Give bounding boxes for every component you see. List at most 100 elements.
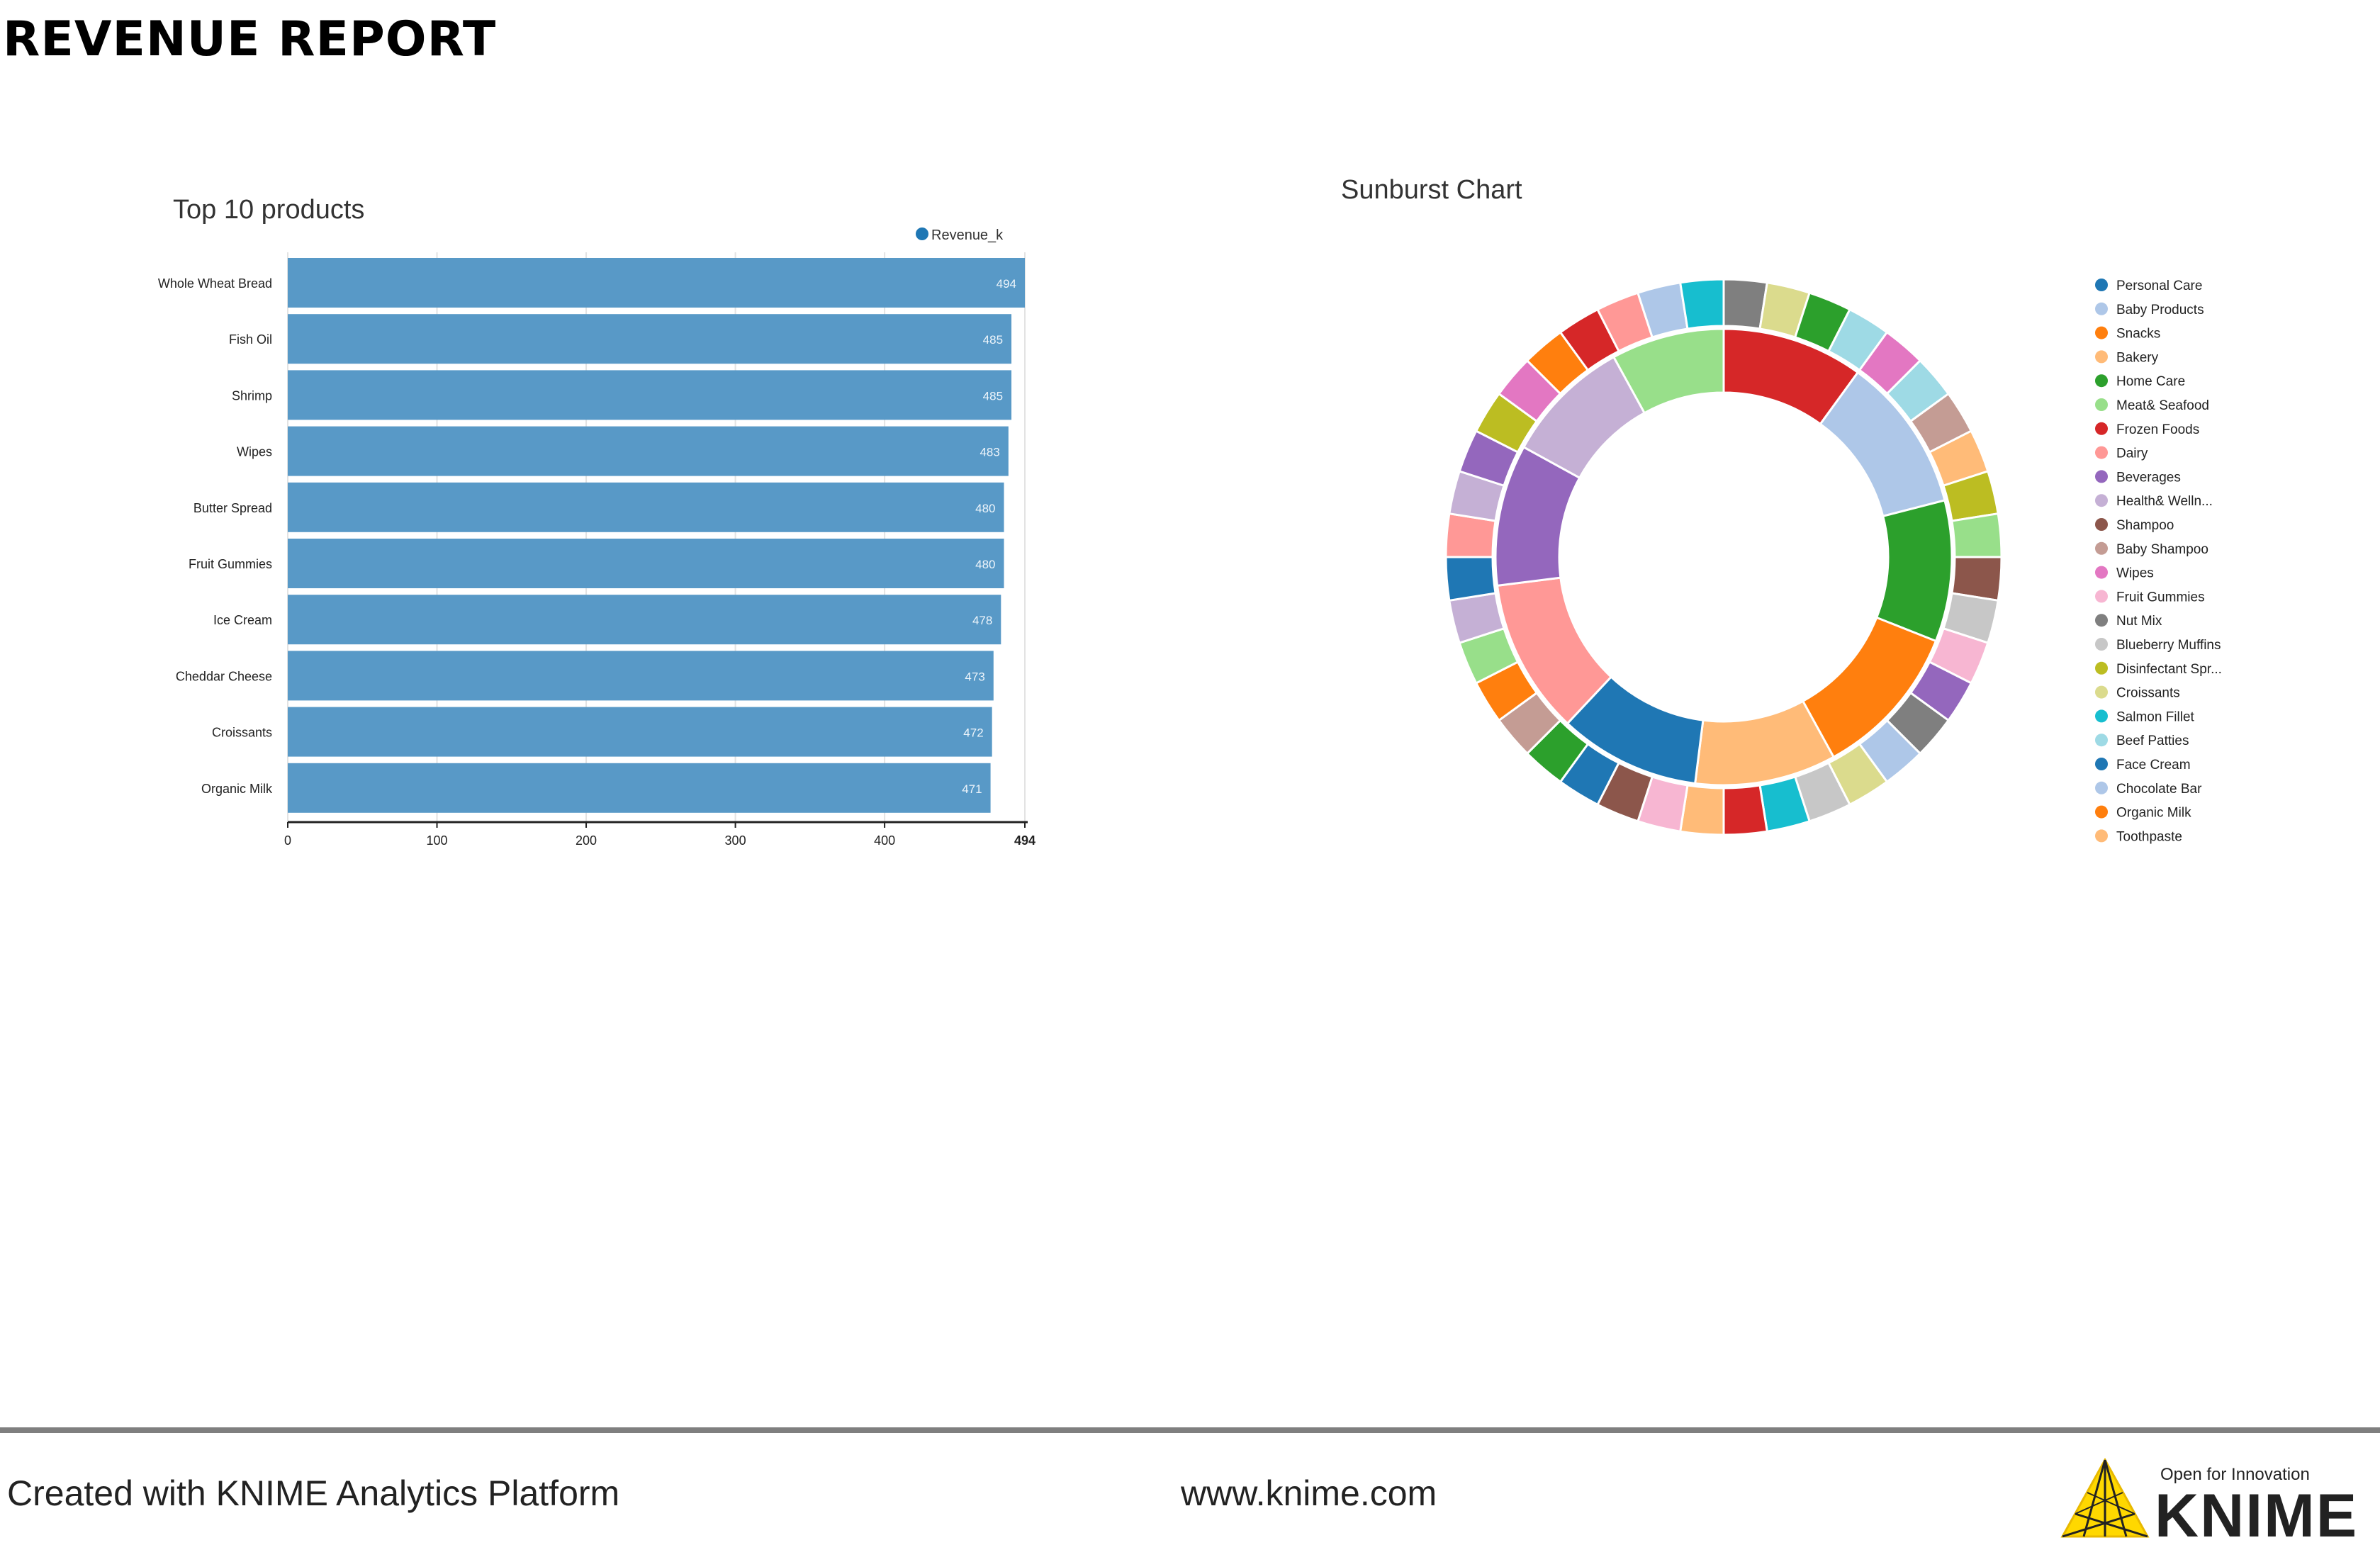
bar[interactable] xyxy=(288,707,992,757)
sunburst-legend-item[interactable]: Wipes xyxy=(2095,566,2154,581)
sunburst-legend-item[interactable]: Croissants xyxy=(2095,685,2180,701)
sunburst-inner-segment[interactable] xyxy=(1612,327,1725,415)
sunburst-legend-item[interactable]: Chocolate Bar xyxy=(2095,781,2202,797)
legend-label: Nut Mix xyxy=(2116,614,2162,629)
bar[interactable] xyxy=(288,426,1009,476)
legend-marker xyxy=(2095,541,2108,555)
sunburst-inner-segment[interactable] xyxy=(1875,499,1953,643)
legend-label: Snacks xyxy=(2116,327,2160,342)
sunburst-legend-item[interactable]: Personal Care xyxy=(2095,279,2202,293)
sunburst-legend-item[interactable]: Fruit Gummies xyxy=(2095,590,2205,605)
sunburst-legend-item[interactable]: Shampoo xyxy=(2095,518,2174,533)
legend-label: Fruit Gummies xyxy=(2116,590,2205,605)
sunburst-legend-item[interactable]: Frozen Foods xyxy=(2095,422,2199,437)
sunburst-inner-ring xyxy=(1494,327,1953,787)
legend-marker xyxy=(2095,781,2108,794)
bar-category-label: Cheddar Cheese xyxy=(176,669,272,683)
bar[interactable] xyxy=(288,651,994,701)
bar-category-label: Butter Spread xyxy=(193,501,272,515)
legend-label: Health& Welln... xyxy=(2116,494,2213,509)
bar-x-axis: 0 100 200 300 400 494 xyxy=(284,821,1035,848)
bar-value-labels: 494 485 485 483 480 480 478 473 472 471 xyxy=(962,277,1016,796)
sunburst-legend-item[interactable]: Face Cream xyxy=(2095,758,2191,772)
bar-value-label: 485 xyxy=(983,333,1003,347)
bar-value-label: 478 xyxy=(972,614,992,627)
x-tick-label: 494 xyxy=(1014,833,1035,848)
legend-marker xyxy=(2095,614,2108,627)
sunburst-legend-item[interactable]: Snacks xyxy=(2095,326,2160,342)
sunburst-legend-item[interactable]: Health& Welln... xyxy=(2095,494,2213,509)
sunburst-legend-item[interactable]: Baby Products xyxy=(2095,302,2204,318)
legend-label: Disinfectant Spr... xyxy=(2116,662,2222,677)
x-tick-label: 200 xyxy=(576,833,597,848)
bar-value-label: 473 xyxy=(965,670,984,683)
legend-label: Bakery xyxy=(2116,350,2159,365)
sunburst-chart: Sunburst Chart Personal Care Baby Product… xyxy=(1341,175,2222,844)
legend-label: Dairy xyxy=(2116,446,2148,461)
sunburst-legend-item[interactable]: Beef Patties xyxy=(2095,734,2189,748)
bar[interactable] xyxy=(288,370,1012,420)
bar[interactable] xyxy=(288,258,1025,308)
legend-label: Toothpaste xyxy=(2116,829,2182,844)
legend-marker xyxy=(2095,709,2108,723)
legend-label: Organic Milk xyxy=(2116,806,2191,821)
sunburst-outer-segment[interactable] xyxy=(1678,278,1725,330)
sunburst-legend-item[interactable]: Toothpaste xyxy=(2095,829,2182,844)
bar-category-label: Ice Cream xyxy=(213,613,272,627)
sunburst-legend-item[interactable]: Home Care xyxy=(2095,374,2185,389)
legend-marker xyxy=(2095,470,2108,483)
bar[interactable] xyxy=(288,763,991,813)
knime-logo-wordmark: KNIME xyxy=(2155,1482,2358,1545)
sunburst-outer-segment[interactable] xyxy=(1722,784,1769,836)
sunburst-legend-item[interactable]: Bakery xyxy=(2095,350,2159,365)
sunburst-legend-item[interactable]: Nut Mix xyxy=(2095,614,2162,629)
sunburst-outer-segment[interactable] xyxy=(1444,556,1497,602)
legend-marker xyxy=(2095,494,2108,507)
sunburst-legend-item[interactable]: Baby Shampoo xyxy=(2095,541,2208,557)
legend-marker xyxy=(2095,566,2108,579)
bar-value-label: 472 xyxy=(963,726,983,740)
legend-label: Face Cream xyxy=(2116,758,2191,772)
legend-label: Baby Shampoo xyxy=(2116,542,2208,557)
bar-legend-marker xyxy=(916,227,928,240)
sunburst-outer-ring xyxy=(1444,278,2003,836)
bar[interactable] xyxy=(288,595,1001,645)
bar-legend[interactable]: Revenue_k xyxy=(916,227,1004,243)
bar[interactable] xyxy=(288,314,1012,364)
sunburst-legend-item[interactable]: Dairy xyxy=(2095,446,2148,461)
sunburst-legend-item[interactable]: Meat& Seafood xyxy=(2095,398,2209,413)
sunburst-outer-segment[interactable] xyxy=(1950,512,2003,558)
legend-marker xyxy=(2095,422,2108,435)
legend-marker xyxy=(2095,685,2108,699)
report-title: REVENUE REPORT xyxy=(3,11,497,67)
legend-label: Shampoo xyxy=(2116,518,2174,533)
footer-created-with: Created with KNIME Analytics Platform xyxy=(7,1473,620,1513)
bar-category-label: Organic Milk xyxy=(201,782,273,796)
top-products-bar-chart: Top 10 products Revenue_k Whole Wheat Br… xyxy=(158,195,1035,848)
legend-marker xyxy=(2095,829,2108,843)
bar-category-label: Shrimp xyxy=(232,388,272,403)
bar-value-label: 480 xyxy=(975,502,995,515)
sunburst-legend-item[interactable]: Blueberry Muffins xyxy=(2095,638,2221,653)
bar-value-label: 480 xyxy=(975,558,995,571)
sunburst-legend-item[interactable]: Salmon Fillet xyxy=(2095,709,2195,724)
bar-category-labels: Whole Wheat Bread Fish Oil Shrimp Wipes Butt… xyxy=(158,276,273,796)
x-tick-label: 300 xyxy=(725,833,746,848)
bar[interactable] xyxy=(288,539,1004,588)
knime-logo: Open for Innovation KNIME xyxy=(2060,1457,2358,1545)
bar-value-label: 483 xyxy=(979,446,999,459)
knime-triangle-icon xyxy=(2060,1457,2150,1538)
bar-category-label: Fish Oil xyxy=(229,332,272,347)
sunburst-legend-item[interactable]: Beverages xyxy=(2095,470,2181,485)
bar-category-label: Croissants xyxy=(212,726,272,740)
legend-marker xyxy=(2095,758,2108,770)
legend-marker xyxy=(2095,661,2108,675)
legend-marker xyxy=(2095,302,2108,315)
legend-label: Beverages xyxy=(2116,470,2181,485)
x-tick-label: 100 xyxy=(427,833,448,848)
sunburst-legend-item[interactable]: Organic Milk xyxy=(2095,805,2191,821)
bar[interactable] xyxy=(288,482,1004,532)
footer-website-link[interactable]: www.knime.com xyxy=(1181,1473,1437,1513)
sunburst-legend-item[interactable]: Disinfectant Spr... xyxy=(2095,661,2222,677)
legend-marker xyxy=(2095,279,2108,291)
